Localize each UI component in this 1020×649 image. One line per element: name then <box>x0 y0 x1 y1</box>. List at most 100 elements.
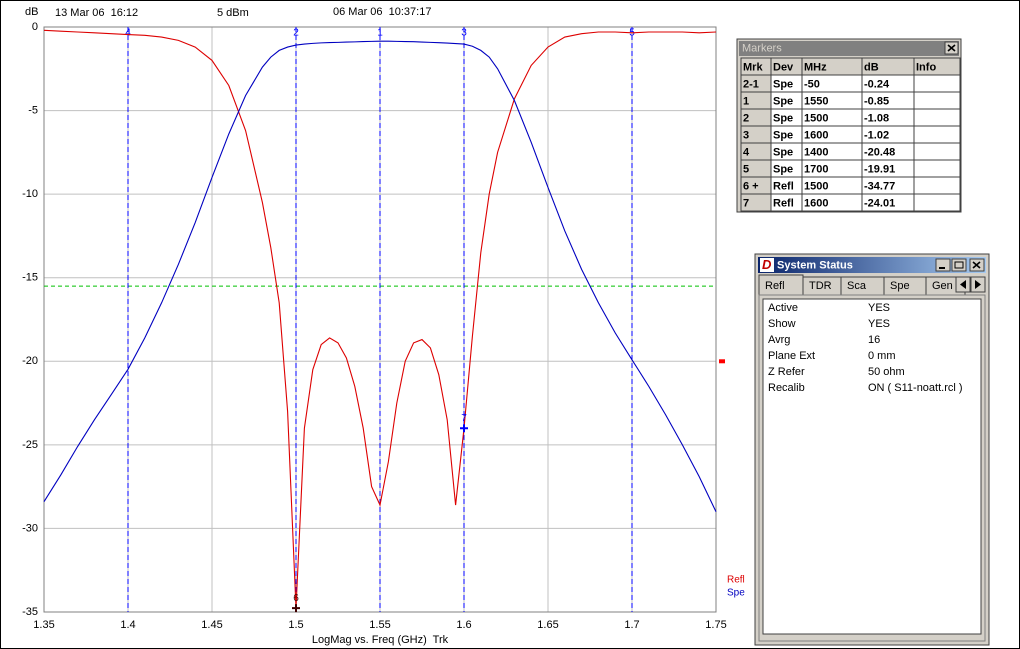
app-icon <box>760 258 774 272</box>
marker-label: 4 <box>125 28 131 39</box>
y-tick-label: -20 <box>22 355 38 367</box>
title-bar <box>739 41 959 56</box>
sweep-date: 13 Mar 06 16:12 <box>55 7 138 19</box>
x-tick-label: 1.55 <box>369 619 390 631</box>
y-tick-label: -35 <box>22 606 38 618</box>
cell-text: 2 <box>743 112 749 124</box>
table-cell <box>913 91 961 110</box>
status-key: Show <box>768 318 796 330</box>
cell-text: -24.01 <box>864 197 895 209</box>
status-list <box>762 298 982 635</box>
tab-label: TDR <box>809 280 832 292</box>
x-tick-label: 1.7 <box>624 619 639 631</box>
cell-text: Refl <box>773 180 794 192</box>
y-axis-label: dB <box>25 6 38 18</box>
legend-entry: Refl <box>727 575 745 586</box>
close-icon <box>972 261 981 269</box>
cell-text: Spe <box>773 129 793 141</box>
status-rows: Active YES Show YES Avrg 16 Plane Ext 0 mm Z Ref… <box>768 302 963 394</box>
cell-text: Mrk <box>743 61 763 73</box>
x-tick-label: 1.75 <box>705 619 726 631</box>
table-cell <box>913 193 961 212</box>
tab-strip: Refl TDR Sca Spe Gen <box>758 274 966 297</box>
cell-text: 1550 <box>804 95 828 107</box>
marker-point-label: 6 <box>293 593 299 604</box>
status-key: Plane Ext <box>768 350 815 362</box>
ref-level-marker <box>719 359 725 364</box>
x-tick-label: 1.65 <box>537 619 558 631</box>
chart: 1.35 1.4 1.45 1.5 1.55 1.6 1.65 1.7 1.75 0 -5 -10 -1… <box>22 21 745 631</box>
table-cell <box>913 74 961 93</box>
cell-text: 1700 <box>804 163 828 175</box>
marker-label: 3 <box>461 28 467 39</box>
x-axis-label: LogMag vs. Freq (GHz) Trk <box>312 634 449 646</box>
y-tick-label: -5 <box>28 104 38 116</box>
marker-label: 1 <box>377 28 383 39</box>
table-cell <box>913 125 961 144</box>
title-bar <box>758 257 986 273</box>
window-title: System Status <box>777 259 853 271</box>
series-line <box>43 29 717 609</box>
status-value: ON ( S11-noatt.rcl ) <box>868 382 963 394</box>
table-cell <box>913 176 961 195</box>
cell-text: 1600 <box>804 197 828 209</box>
status-value: YES <box>868 318 890 330</box>
status-value: 16 <box>868 334 880 346</box>
cell-text: Refl <box>773 197 794 209</box>
x-tick-label: 1.5 <box>288 619 303 631</box>
status-window[interactable]: D System Status Refl TDR Sca Spe Gen Active Y… <box>754 253 990 646</box>
maximize-button[interactable] <box>951 258 967 272</box>
cell-text: -1.08 <box>864 112 889 124</box>
status-key: Active <box>768 302 798 314</box>
cell-text: 5 <box>743 163 749 175</box>
cell-text: 2-1 <box>743 78 759 90</box>
status-key: Avrg <box>768 334 790 346</box>
cell-text: -34.77 <box>864 180 895 192</box>
cell-text: 1600 <box>804 129 828 141</box>
y-tick-label: -30 <box>22 522 38 534</box>
cell-text: -19.91 <box>864 163 895 175</box>
table-cell <box>913 108 961 127</box>
cell-text: -0.85 <box>864 95 889 107</box>
marker-point <box>460 424 468 433</box>
power-level: 5 dBm <box>217 7 249 19</box>
y-tick-label: -25 <box>22 439 38 451</box>
cell-text: Spe <box>773 146 793 158</box>
y-tick-label: 0 <box>32 21 38 33</box>
cell-text: 6 + <box>743 180 759 192</box>
tab-label: Refl <box>765 280 785 292</box>
cell-text: -50 <box>804 78 820 90</box>
marker-label: 2 <box>293 28 299 39</box>
cell-text: Dev <box>773 61 794 73</box>
y-tick-label: -10 <box>22 188 38 200</box>
marker-point <box>292 604 300 613</box>
y-tick-label: -15 <box>22 272 38 284</box>
x-tick-label: 1.45 <box>201 619 222 631</box>
series-line <box>43 40 717 512</box>
cell-text: -1.02 <box>864 129 889 141</box>
arrow-left <box>960 280 966 289</box>
cell-text: -0.24 <box>864 78 890 90</box>
status-value: YES <box>868 302 890 314</box>
window-title: Markers <box>742 42 782 54</box>
close-icon <box>947 44 956 52</box>
cell-text: -20.48 <box>864 146 895 158</box>
cell-text: 4 <box>743 146 750 158</box>
cell-text: Info <box>916 61 936 73</box>
marker-point-label: 7 <box>461 413 467 424</box>
maximize-icon <box>954 261 964 269</box>
markers-table: Mrk Dev MHz dB Info 2-1 Spe -50 -0.24 1 Spe 1550 -0.… <box>740 57 961 212</box>
x-tick-label: 1.35 <box>33 619 54 631</box>
markers-window[interactable]: Markers Mrk Dev MHz dB Info 2-1 Spe -50 -0.24 1 Sp… <box>736 38 962 213</box>
cell-text: Spe <box>773 78 793 90</box>
cal-date: 06 Mar 06 10:37:17 <box>333 6 431 18</box>
status-key: Z Refer <box>768 366 805 378</box>
cell-text: dB <box>864 61 879 73</box>
minimize-button[interactable] <box>935 258 951 272</box>
cell-text: 3 <box>743 129 749 141</box>
cell-text: 1500 <box>804 112 828 124</box>
legend-entry: Spe <box>727 588 745 599</box>
cell-text: Spe <box>773 112 793 124</box>
